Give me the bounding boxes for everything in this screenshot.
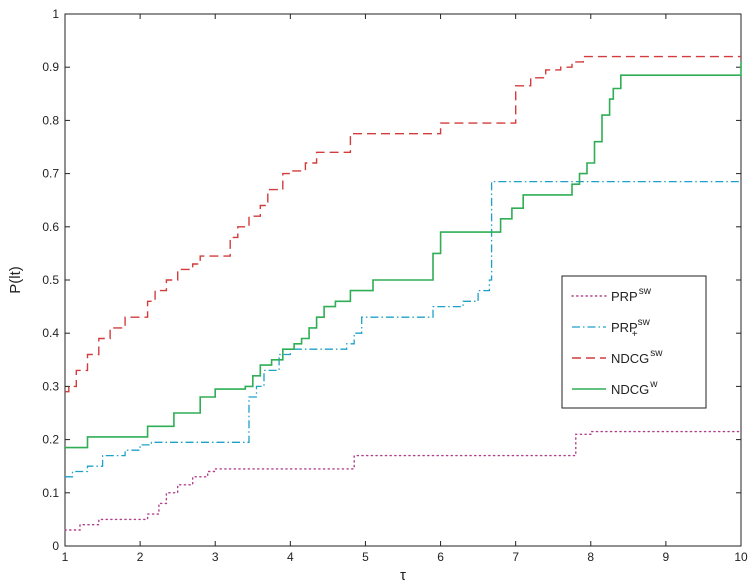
y-tick-label: 0.8: [42, 113, 59, 127]
legend-name: PRP: [611, 320, 638, 335]
x-tick-label: 10: [734, 550, 748, 564]
x-tick-label: 4: [287, 550, 294, 564]
legend-label: NDCGsw: [611, 348, 663, 366]
legend-box: [561, 275, 707, 409]
legend-label: NDCGw: [611, 379, 658, 397]
legend-name: PRP: [611, 289, 638, 304]
x-tick-label: 9: [663, 550, 670, 564]
legend-superscript: sw: [650, 348, 663, 359]
series-line-4: [65, 61, 742, 449]
legend-label: PRPsw: [611, 286, 652, 304]
y-tick-label: 0.1: [42, 486, 59, 500]
x-tick-label: 7: [512, 550, 519, 564]
x-tick-label: 3: [212, 550, 219, 564]
legend-name: NDCG: [611, 351, 649, 366]
y-tick-label: 0.2: [42, 433, 59, 447]
y-tick-label: 0.3: [42, 379, 59, 393]
y-tick-label: 0: [52, 539, 59, 553]
x-axis-label: τ: [400, 567, 406, 584]
y-tick-label: 1: [52, 7, 59, 21]
y-axis-label: P(lt): [7, 266, 24, 294]
series-lines: [64, 55, 742, 531]
y-tick-label: 0.6: [42, 220, 59, 234]
legend-superscript: sw: [639, 286, 652, 297]
series-line-1: [64, 430, 742, 531]
y-axis-ticks: 0 0.1 0.2 0.3 0.4 0.5 0.6 0.7 0.8 0.9 1: [42, 7, 741, 553]
x-tick-label: 5: [362, 550, 369, 564]
series-line-3: [65, 55, 741, 393]
y-tick-label: 0.4: [42, 326, 59, 340]
x-axis-ticks: 1 2 3 4 5 6 7 8 9 10: [62, 14, 748, 564]
y-tick-label: 0.7: [42, 167, 59, 181]
x-tick-label: 1: [62, 550, 69, 564]
y-tick-label: 0.5: [42, 273, 59, 287]
y-tick-label: 0.9: [42, 60, 59, 74]
x-tick-label: 6: [437, 550, 444, 564]
series-line-2: [65, 180, 741, 478]
legend-superscript: sw: [638, 317, 651, 328]
legend-superscript: w: [649, 379, 658, 390]
x-tick-label: 2: [137, 550, 144, 564]
x-tick-label: 8: [587, 550, 594, 564]
legend-name: NDCG: [611, 382, 649, 397]
legend-label: PRP+sw: [611, 317, 651, 340]
legend-subscript: +: [632, 329, 638, 340]
